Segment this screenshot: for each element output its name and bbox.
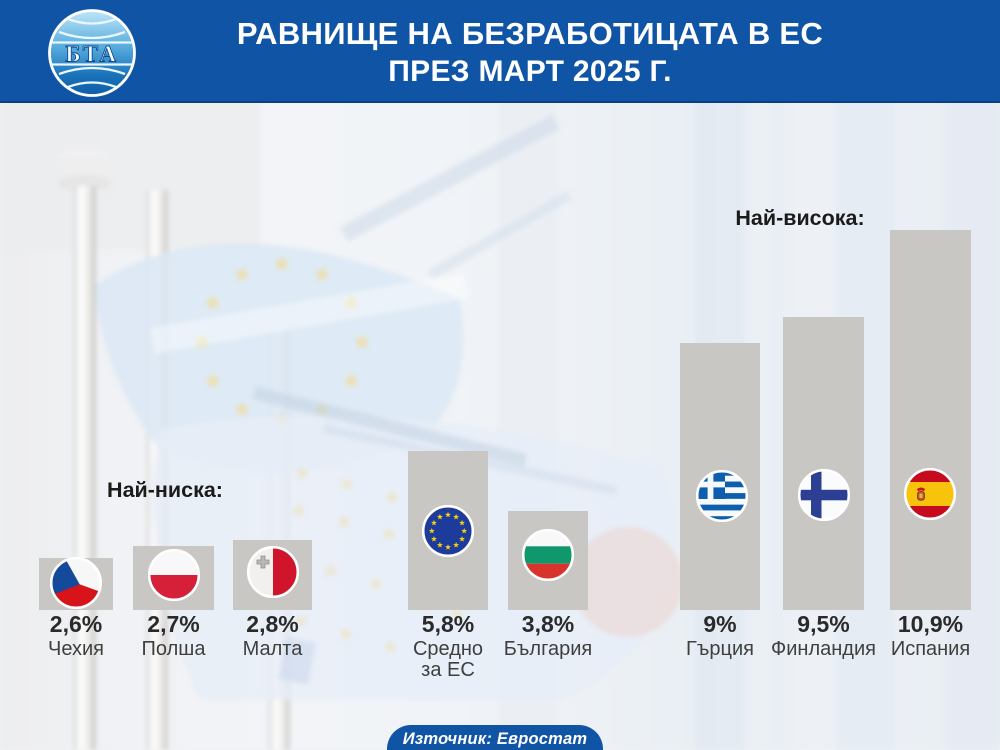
country-label-eu-average: Средно за ЕС — [412, 638, 484, 681]
title-line-2: ПРЕЗ МАРТ 2025 Г. — [388, 54, 672, 88]
value-label-eu-average: 5,8% — [421, 611, 475, 637]
bar-label-finland: 9,5% Финландия — [771, 612, 876, 660]
country-label-greece: Гърция — [686, 638, 754, 660]
country-label-poland: Полша — [141, 638, 206, 660]
country-label-spain: Испания — [890, 638, 971, 660]
bar-finland — [783, 317, 864, 610]
value-label-greece: 9% — [703, 611, 737, 637]
bar-spain — [890, 230, 971, 610]
bar-label-spain: 10,9% Испания — [891, 612, 970, 660]
bar-label-malta: 2,8% Малта — [243, 612, 303, 660]
source-pill: Източник: Евростат — [387, 725, 603, 750]
value-label-poland: 2,7% — [147, 611, 200, 637]
value-label-spain: 10,9% — [897, 611, 964, 637]
flag-bulgaria-icon — [521, 528, 575, 582]
bar-label-eu-average: 5,8% Средно за ЕС — [413, 612, 483, 681]
lowest-group-label: Най-ниска: — [107, 478, 223, 502]
value-label-czechia: 2,6% — [49, 611, 103, 637]
value-label-bulgaria: 3,8% — [521, 611, 575, 637]
flag-eu-icon — [421, 504, 475, 558]
country-label-malta: Малта — [242, 638, 303, 660]
bar-label-poland: 2,7% Полша — [142, 612, 206, 660]
title-line-1: РАВНИЩЕ НА БЕЗРАБОТИЦАТА В ЕС — [236, 15, 824, 51]
bar-label-greece: 9% Гърция — [686, 612, 754, 660]
bta-logo-text: БТА — [65, 42, 118, 67]
bta-logo: БТА — [47, 8, 137, 98]
flag-greece-icon — [695, 469, 749, 523]
bar-label-bulgaria: 3,8% България — [504, 612, 592, 660]
header-banner: БТА РАВНИЩЕ НА БЕЗРАБОТИЦАТА В ЕС ПРЕЗ М… — [0, 0, 1000, 103]
value-label-malta: 2,8% — [246, 611, 299, 637]
flag-czechia-icon — [49, 556, 103, 610]
bar-label-czechia: 2,6% Чехия — [48, 612, 104, 660]
highest-group-label: Най-висока: — [735, 206, 865, 230]
source-label: Източник: Евростат — [402, 730, 588, 748]
country-label-finland: Финландия — [771, 638, 876, 660]
page-title: РАВНИЩЕ НА БЕЗРАБОТИЦАТА В ЕС ПРЕЗ МАРТ … — [60, 0, 1000, 103]
flag-malta-icon — [246, 545, 300, 599]
flag-spain-icon — [903, 467, 957, 521]
country-label-bulgaria: България — [503, 638, 593, 660]
flag-finland-icon — [797, 468, 851, 522]
flag-poland-icon — [147, 548, 201, 602]
country-label-czechia: Чехия — [47, 638, 105, 660]
value-label-finland: 9,5% — [797, 611, 850, 637]
